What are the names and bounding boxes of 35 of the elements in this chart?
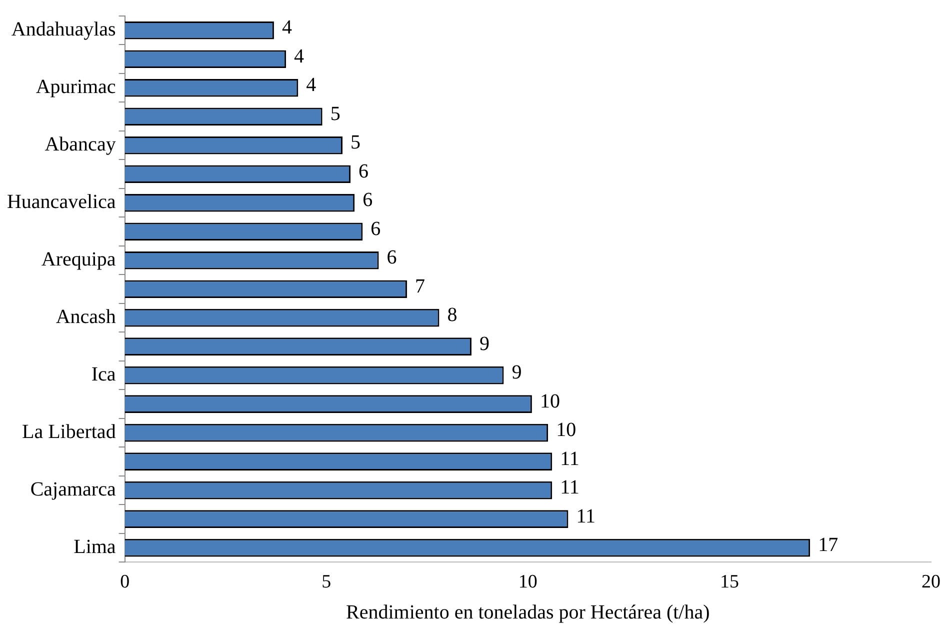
data-label: 10 <box>556 419 576 442</box>
y-tick-label: Ica <box>91 364 116 386</box>
data-label: 9 <box>512 362 522 384</box>
data-label: 6 <box>362 189 373 212</box>
data-label: 5 <box>330 102 340 125</box>
x-tick-label: 10 <box>518 572 538 593</box>
y-tick-label: Apurimac <box>36 76 116 98</box>
y-tick-label: Cajamarca <box>30 478 116 501</box>
y-tick-label: La Libertad <box>22 421 116 444</box>
data-label: 17 <box>818 534 838 556</box>
data-label: 6 <box>370 218 381 240</box>
data-label: 9 <box>479 332 490 355</box>
x-tick-label: 20 <box>922 572 940 593</box>
data-label: 4 <box>294 45 304 68</box>
data-label: 7 <box>414 275 425 298</box>
data-label: 5 <box>350 132 360 154</box>
data-label: 11 <box>560 476 580 499</box>
x-tick-label: 0 <box>120 572 130 593</box>
data-label: 6 <box>358 160 369 182</box>
x-axis-title: Rendimiento en toneladas por Hectárea (t/ha) <box>346 601 710 624</box>
y-tick-label: Huancavelica <box>6 191 116 214</box>
data-label: 6 <box>386 246 397 269</box>
y-tick-label: Abancay <box>44 134 116 156</box>
data-label: 10 <box>540 390 560 412</box>
data-label: 4 <box>282 16 292 39</box>
data-label: 11 <box>560 448 580 470</box>
y-tick-label: Andahuaylas <box>11 18 116 41</box>
y-tick-label: Lima <box>74 536 116 558</box>
x-tick-label: 5 <box>322 572 332 593</box>
y-tick-label: Ancash <box>56 306 116 328</box>
data-label: 11 <box>576 505 596 528</box>
data-label: 4 <box>306 74 316 96</box>
data-label: 8 <box>447 304 458 326</box>
x-tick-label: 15 <box>720 572 739 593</box>
y-tick-label: Arequipa <box>41 248 116 271</box>
